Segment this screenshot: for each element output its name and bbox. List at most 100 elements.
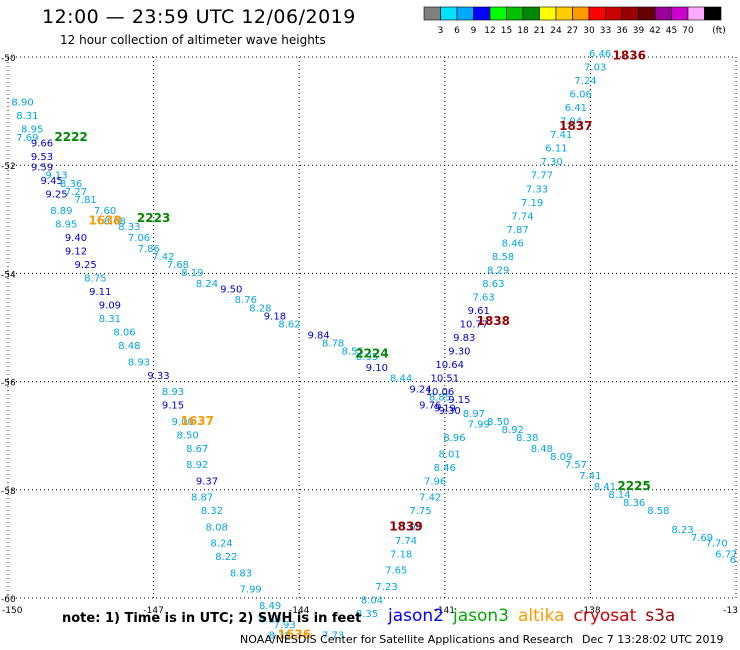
wave-height-value: 8.67 [186,444,208,455]
wave-height-value: 8.35 [356,609,378,620]
wave-height-value: 7.74 [395,536,417,547]
wave-height-value: 8.28 [249,303,271,314]
wave-height-value: 9.84 [307,330,329,341]
wave-height-value: 7.68 [167,260,189,271]
wave-height-value: 8.19 [181,268,203,279]
wave-height-value: 8.09 [550,452,572,463]
wave-height-value: 7.99 [240,585,262,596]
wave-height-value: 9.25 [45,190,67,201]
wave-height-value: 8.38 [516,433,538,444]
wave-height-value: 7.77 [531,171,553,182]
wave-height-value: 9.37 [196,476,218,487]
wave-height-value: 8.31 [99,314,121,325]
wave-height-value: 8.96 [443,433,465,444]
wave-height-value: 9.18 [264,311,286,322]
wave-height-value: 8.33 [118,222,140,233]
satellite-legend-jason2: jason2 [388,606,444,626]
wave-height-value: 6.41 [565,103,587,114]
color-bin-label: 33 [600,26,611,36]
wave-height-value: 8.93 [162,387,184,398]
wave-height-value: 9.66 [31,138,53,149]
wave-height-value: 7.30 [540,157,562,168]
wave-height-value: 7.69 [16,133,38,144]
wave-height-value: 9.45 [41,176,63,187]
satellite-legend-altika: altika [518,606,565,626]
wave-height-value: 8.46 [502,238,524,249]
wave-height-value: 8.55 [341,347,363,358]
wave-height-value: 8.32 [201,506,223,517]
wave-height-value: 8.50 [487,417,509,428]
color-bin-label: 21 [534,26,545,36]
wave-height-value: 8.48 [118,341,140,352]
wave-height-value: 9.33 [147,371,169,382]
wave-height-value: 8.62 [278,320,300,331]
wave-height-value: 10.51 [430,374,459,385]
map-title: 12:00 — 23:59 UTC 12/06/2019 [42,6,356,28]
x-tick-label: -150 [2,606,23,616]
wave-height-value: 9.10 [366,363,388,374]
wave-height-value: 8.58 [647,506,669,517]
wave-height-value: 6.46 [589,49,611,60]
x-tick-label: -13 [723,606,738,616]
pass-time-label: 1637 [181,414,214,428]
wave-height-value: 8.50 [176,430,198,441]
wave-height-value: 8.78 [322,338,344,349]
wave-height-value: 7.65 [385,566,407,577]
wave-height-value: 7.99 [468,420,490,431]
wave-height-value: 8.08 [206,522,228,533]
wave-height-value: 8.41 [594,482,616,493]
color-bin-label: 12 [484,26,495,36]
wave-height-value: 8.44 [390,374,412,385]
color-bin-label: 27 [567,26,578,36]
wave-height-value: 9.00 [172,417,194,428]
pass-time-label: 1836 [613,49,646,63]
wave-height-value: 8.36 [60,179,82,190]
wave-height-value: 8.87 [191,493,213,504]
color-bin-label: 39 [633,26,645,36]
wave-height-value: 9.53 [31,152,53,163]
wave-height-value: 7.69 [691,533,713,544]
wave-height-value: 7.18 [390,549,412,560]
wave-height-value: 9.30 [439,406,461,417]
wave-height-value: 9.15 [162,401,184,412]
satellite-legend-cryosat: cryosat [573,606,637,626]
y-tick-label: -58 [1,487,16,497]
wave-height-value: 8.24 [210,539,232,550]
color-scale-bar: 3 6 9 12 15 18 21 24 27 30 33 36 39 42 45 70 (ft) [423,6,726,36]
wave-height-value: 9.15 [448,395,470,406]
pass-time-label: 1839 [389,519,422,533]
color-bin-label: 15 [501,26,512,36]
wave-height-value: 9.11 [89,287,111,298]
wave-height-value: 9.76 [419,401,441,412]
color-bin-label: 36 [616,26,628,36]
wave-height-value: 7.03 [584,63,606,74]
wave-height-value: 6.06 [570,90,592,101]
pass-time-label: 2224 [355,346,388,360]
wave-height-value: 7.41 [550,130,572,141]
wave-height-value: 8.14 [608,490,630,501]
color-bin-label: 45 [666,26,677,36]
map-subtitle: 12 hour collection of altimeter wave hei… [60,33,326,47]
wave-height-value: 7.27 [65,187,87,198]
wave-height-value: 7.60 [94,206,116,217]
footer-timestamp: Dec 7 13:28:02 UTC 2019 [582,633,724,646]
wave-height-value: 7.74 [511,211,533,222]
y-tick-label: -60 [1,595,16,605]
pass-time-label: 1838 [477,314,510,328]
wave-height-value: 8.75 [84,274,106,285]
y-tick-label: -54 [1,270,16,280]
wave-height-value: 10.06 [426,387,455,398]
footer-credit: NOAA/NESDIS Center for Satellite Applica… [240,633,574,646]
wave-height-value: 7.33 [526,184,548,195]
wave-height-value: 6.25 [730,555,740,566]
wave-height-value: 8.89 [50,206,72,217]
wave-height-value: 8.68 [104,217,126,228]
wave-height-value: 9.13 [45,171,67,182]
wave-height-value: 9.40 [65,233,87,244]
wave-height-value: 8.92 [186,460,208,471]
wave-height-value: 8.39 [259,614,281,625]
wave-height-value: 8.06 [113,328,135,339]
wave-height-value: 8.95 [21,125,43,136]
wave-height-value: 7.24 [574,76,596,87]
color-bin-label: 70 [682,26,694,36]
